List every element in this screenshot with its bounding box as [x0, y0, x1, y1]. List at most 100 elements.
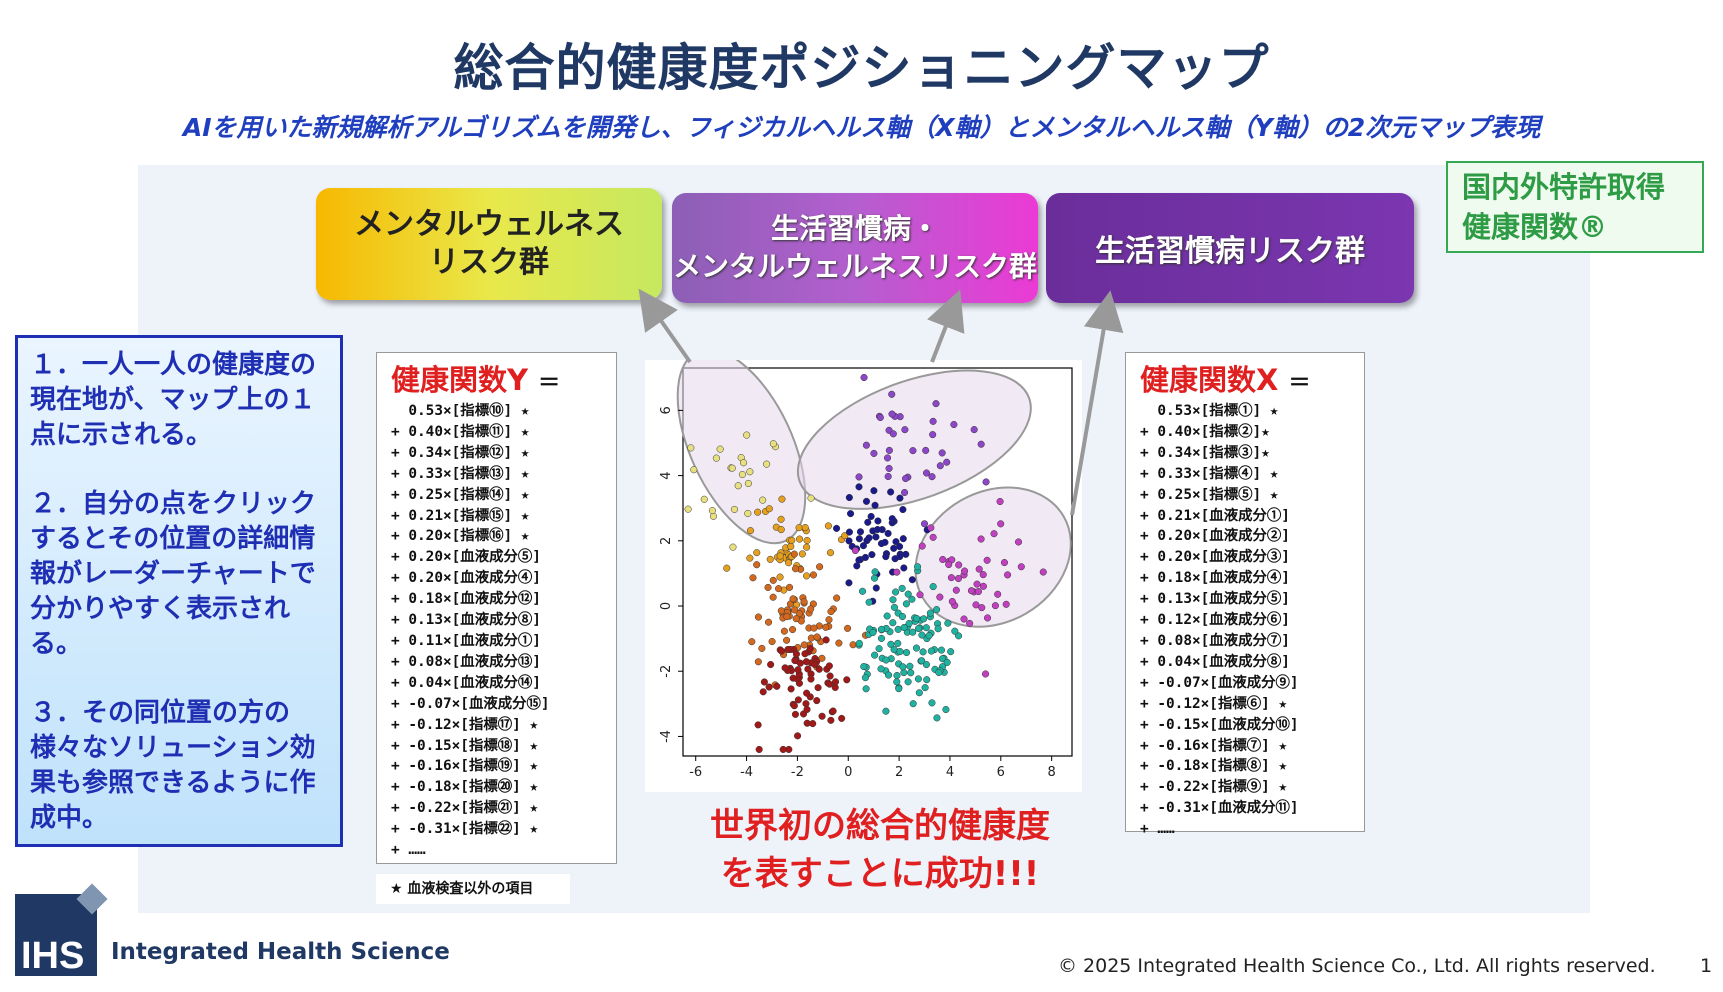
data-point — [904, 678, 912, 686]
data-point — [802, 700, 810, 708]
formula-row: + 0.20×[指標⑯] ★ — [391, 528, 530, 545]
data-point — [893, 678, 901, 686]
formula-row: + -0.31×[血液成分⑪] — [1140, 800, 1299, 817]
y-tick-label: -2 — [659, 665, 674, 678]
formula-row: + 0.13×[血液成分⑤] — [1140, 591, 1290, 608]
x-tick-label: -2 — [791, 765, 804, 780]
data-point — [981, 670, 990, 678]
data-point — [893, 671, 901, 680]
data-point — [950, 420, 958, 429]
formula-row: + -0.07×[血液成分⑨] — [1140, 674, 1299, 691]
data-point — [744, 479, 752, 488]
formula-row: + 0.04×[血液成分⑧] — [1140, 653, 1290, 670]
data-point — [708, 507, 716, 515]
data-point — [790, 702, 798, 710]
data-point — [921, 684, 929, 692]
data-point — [896, 542, 904, 551]
data-point — [881, 538, 889, 546]
formula-y-header: 健康関数Y ＝ — [391, 363, 606, 401]
data-point — [977, 535, 985, 543]
data-point — [872, 584, 880, 592]
data-point — [891, 555, 899, 563]
company-name: Integrated Health Science — [111, 939, 450, 965]
data-point — [754, 508, 762, 516]
data-point — [870, 449, 878, 457]
data-point — [728, 464, 736, 472]
data-point — [845, 579, 853, 587]
data-point — [729, 543, 737, 551]
data-point — [994, 590, 1002, 598]
data-point — [791, 710, 799, 718]
data-point — [954, 574, 962, 583]
data-point — [867, 512, 875, 521]
data-point — [929, 417, 937, 425]
positioning-map-chart: -6 -4 -2 0 2 4 6 8 -4 -2 0 2 4 6 — [645, 348, 1082, 792]
data-point — [929, 431, 937, 439]
success-line-1: 世界初の総合的健康度 — [710, 806, 1050, 846]
data-point — [858, 587, 867, 595]
data-point — [933, 714, 941, 722]
data-point — [835, 639, 843, 647]
data-point — [977, 440, 985, 448]
data-point — [948, 597, 956, 606]
formula-row: + …… — [391, 842, 426, 859]
data-point — [753, 561, 761, 569]
health-function-x-box: 健康関数X ＝ 0.53×[指標①] ★ + 0.40×[指標②]★ + 0.34×… — [1125, 352, 1365, 837]
data-point — [864, 518, 872, 526]
formula-row: + -0.07×[血液成分⑮] — [391, 695, 550, 712]
data-point — [789, 595, 797, 603]
data-point — [937, 646, 945, 654]
data-point — [849, 641, 857, 649]
data-point — [795, 524, 803, 532]
data-point — [831, 678, 840, 686]
data-point — [900, 623, 908, 632]
data-point — [877, 634, 886, 642]
data-point — [894, 639, 902, 647]
data-point — [827, 608, 835, 616]
data-point — [889, 596, 897, 604]
data-point — [907, 669, 915, 677]
formula-row: + 0.34×[指標⑫] ★ — [391, 444, 530, 461]
data-point — [870, 574, 879, 582]
data-point — [803, 689, 811, 697]
data-point — [902, 474, 910, 483]
success-line-2: を表すことに成功!!! — [720, 854, 1040, 894]
formula-row: + -0.15×[血液成分⑩] — [1140, 716, 1299, 733]
data-point — [901, 426, 909, 434]
data-point — [928, 699, 936, 707]
data-point — [1014, 538, 1023, 546]
data-point — [997, 520, 1005, 528]
data-point — [763, 460, 771, 468]
formula-y-equals: ＝ — [538, 371, 561, 396]
data-point — [862, 685, 870, 693]
data-point — [922, 446, 930, 454]
data-point — [974, 588, 982, 596]
data-point — [859, 542, 867, 550]
data-point — [885, 446, 893, 454]
formula-row: + 0.11×[血液成分①] — [391, 632, 541, 649]
data-point — [960, 615, 968, 623]
data-point — [887, 488, 895, 496]
data-point — [882, 553, 890, 561]
data-point — [791, 656, 799, 665]
data-point — [899, 535, 907, 543]
data-point — [882, 707, 890, 715]
data-point — [803, 543, 811, 551]
data-point — [922, 661, 930, 669]
data-point — [843, 676, 851, 684]
data-point — [871, 501, 879, 509]
formula-row: + 0.08×[血液成分⑦] — [1140, 632, 1290, 649]
formula-y-rows: 0.53×[指標⑩] ★ + 0.40×[指標⑪] ★ + 0.34×[指標⑫] ★… — [391, 401, 606, 861]
data-point — [877, 665, 885, 673]
data-point — [936, 462, 944, 470]
formula-x-header: 健康関数X ＝ — [1140, 363, 1354, 401]
data-point — [872, 533, 880, 541]
data-point — [811, 660, 819, 669]
group1-line1: メンタルウェルネス — [354, 207, 624, 242]
data-point — [1000, 559, 1008, 567]
data-point — [918, 542, 926, 550]
formula-row: + 0.18×[血液成分⑫] — [391, 591, 541, 608]
data-point — [829, 707, 837, 715]
data-point — [822, 636, 830, 644]
data-point — [896, 648, 904, 656]
